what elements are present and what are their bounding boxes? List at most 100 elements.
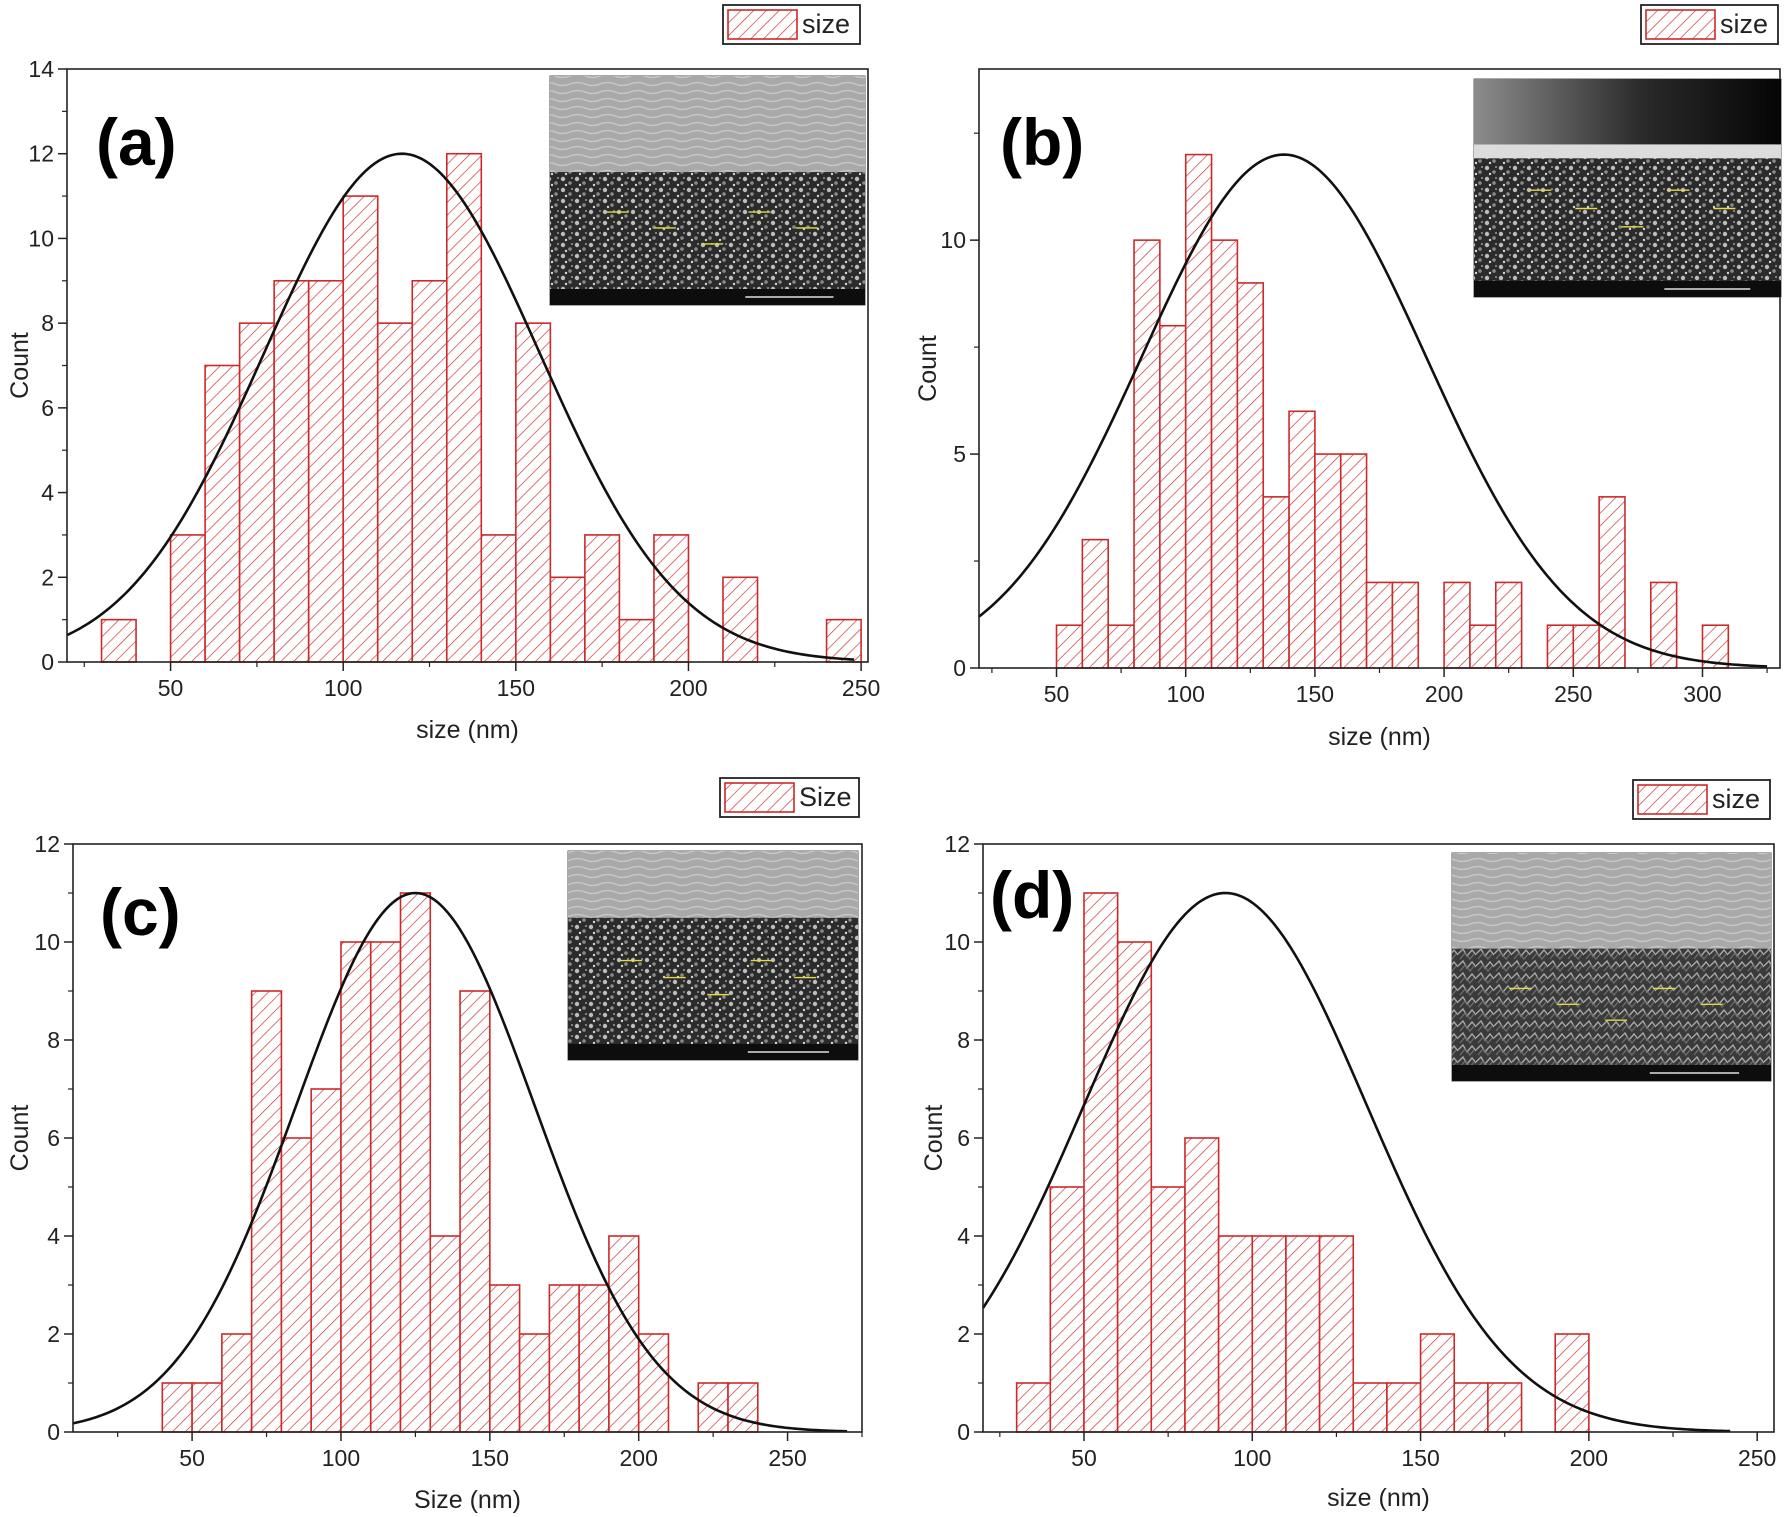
- histogram-bar: [1015, 1382, 1052, 1433]
- y-tick-label: 14: [28, 56, 54, 82]
- inset-skin-layer: [1452, 853, 1771, 949]
- x-tick-label: 100: [324, 675, 362, 701]
- y-tick-label: 0: [957, 1419, 970, 1445]
- panel-label: (c): [100, 875, 181, 949]
- y-tick-label: 10: [28, 225, 54, 251]
- y-tick-label: 0: [47, 1419, 60, 1445]
- legend-label: size: [802, 9, 850, 39]
- histogram-bar: [1262, 496, 1290, 669]
- x-tick-label: 50: [158, 675, 184, 701]
- legend: size: [722, 4, 861, 45]
- x-tick-label: 50: [1044, 681, 1070, 707]
- x-tick-label: 100: [1167, 681, 1205, 707]
- histogram-bar: [1314, 453, 1342, 669]
- histogram-bar: [307, 279, 345, 663]
- legend-swatch: [1637, 784, 1708, 815]
- y-tick-label: 10: [34, 929, 60, 955]
- histogram-bar: [399, 892, 432, 1433]
- histogram-bar: [161, 1382, 193, 1433]
- histogram-bar: [578, 1284, 610, 1433]
- histogram-bar: [342, 195, 379, 663]
- histogram-bar: [1701, 624, 1730, 669]
- inset-porous-layer: [1474, 158, 1781, 281]
- x-tick-label: 50: [1071, 1445, 1097, 1471]
- x-tick-label: 150: [471, 1445, 509, 1471]
- histogram-bar: [1159, 324, 1187, 669]
- histogram-bar: [1419, 1333, 1456, 1433]
- x-axis-label: size (nm): [1328, 723, 1431, 751]
- histogram-bar: [1116, 941, 1153, 1433]
- histogram-bar: [1386, 1382, 1422, 1433]
- y-tick-label: 8: [47, 1027, 60, 1053]
- gaussian-fit-line: [981, 891, 1731, 1433]
- y-tick-label: 0: [41, 649, 54, 675]
- sem-inset-image: [567, 850, 859, 1061]
- inset-scale-strip: [568, 1044, 858, 1060]
- histogram-bar: [191, 1382, 223, 1433]
- histogram-bar: [1494, 581, 1523, 669]
- histogram-bar: [369, 941, 402, 1433]
- panel-label: (d): [990, 858, 1074, 932]
- x-axis-label: Size (nm): [414, 1486, 521, 1514]
- y-tick-label: 2: [957, 1321, 970, 1347]
- inset-porous-layer: [1452, 948, 1771, 1065]
- y-axis-label: Count: [6, 1105, 34, 1172]
- x-tick-label: 50: [179, 1445, 205, 1471]
- histogram-bar: [445, 152, 483, 663]
- histogram-bar: [1251, 1235, 1287, 1433]
- histogram-bar: [1184, 153, 1213, 669]
- legend-swatch: [724, 782, 795, 813]
- histogram-bar: [1554, 1333, 1590, 1433]
- histogram-bar: [1107, 624, 1135, 669]
- histogram-bar: [376, 322, 414, 663]
- histogram-bar: [273, 279, 310, 663]
- inset-skin-layer: [568, 851, 858, 918]
- chart-panel-c: 50 100 150 200 250 0 2 4 6 8 10 12 Size (nm) Count (c)…: [6, 777, 863, 1514]
- histogram-bar: [1217, 1235, 1254, 1433]
- legend: size: [1640, 4, 1779, 45]
- histogram-bar: [515, 322, 552, 663]
- histogram-bar: [169, 534, 206, 663]
- x-axis-label: size (nm): [416, 716, 519, 744]
- x-tick-label: 200: [1570, 1445, 1608, 1471]
- inset-scale-strip: [550, 289, 865, 305]
- y-tick-label: 4: [957, 1223, 970, 1249]
- x-tick-label: 200: [669, 675, 707, 701]
- histogram-bar: [1487, 1382, 1523, 1433]
- histogram-bar: [480, 534, 517, 663]
- gaussian-fit-line: [978, 153, 1768, 668]
- gaussian-fit-line: [72, 891, 848, 1433]
- histogram-bar: [548, 1284, 580, 1433]
- y-tick-label: 8: [41, 310, 54, 336]
- histogram-bar: [1546, 624, 1575, 669]
- panel-label: (b): [1000, 105, 1084, 179]
- y-tick-label: 12: [944, 831, 970, 857]
- histogram-bar: [489, 1284, 521, 1433]
- sem-inset-image: [1451, 852, 1772, 1082]
- x-tick-label: 100: [1233, 1445, 1271, 1471]
- histogram-bar: [1049, 1186, 1085, 1433]
- x-tick-label: 250: [1738, 1445, 1776, 1471]
- chart-panel-b: 50 100 150 200 250 300 0 5 10 size (nm) Count (b) si…: [914, 4, 1782, 751]
- y-tick-label: 5: [953, 441, 966, 467]
- y-tick-label: 10: [944, 929, 970, 955]
- sem-inset-image: [549, 75, 866, 306]
- y-tick-label: 6: [47, 1125, 60, 1151]
- legend-label: size: [1720, 9, 1768, 39]
- x-tick-label: 250: [842, 675, 880, 701]
- y-tick-label: 10: [940, 227, 966, 253]
- legend-label: size: [1712, 784, 1760, 814]
- histogram-bar: [1443, 581, 1471, 669]
- inset-scale-strip: [1452, 1065, 1771, 1081]
- histogram-bar: [1150, 1186, 1186, 1433]
- x-tick-label: 250: [768, 1445, 806, 1471]
- y-axis-label: Count: [6, 332, 34, 399]
- histogram-bar: [1184, 1137, 1220, 1433]
- histogram-bar: [584, 534, 621, 663]
- x-tick-label: 150: [1296, 681, 1334, 707]
- histogram-bar: [1083, 892, 1119, 1433]
- y-axis-label: Count: [920, 1105, 948, 1172]
- y-tick-label: 8: [957, 1027, 970, 1053]
- histogram-bar: [1318, 1235, 1355, 1433]
